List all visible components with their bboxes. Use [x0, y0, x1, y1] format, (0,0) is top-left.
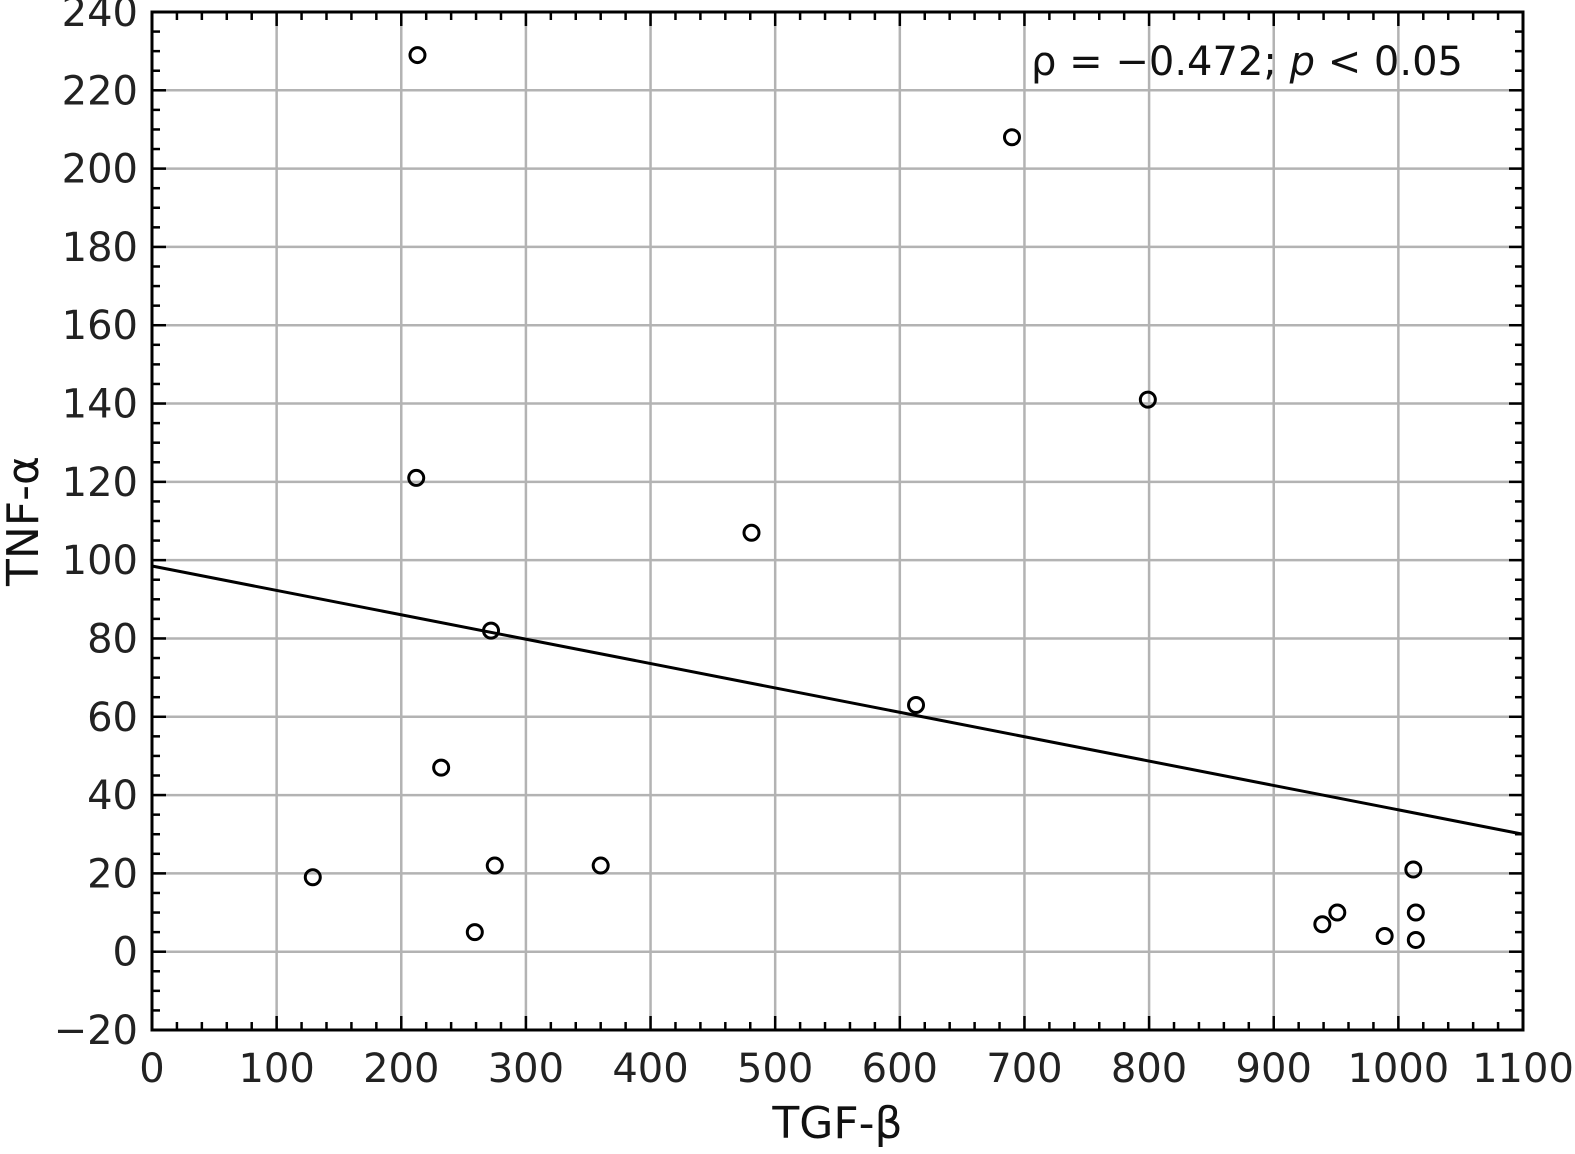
data-point	[1138, 390, 1157, 409]
y-tick-label: 40	[87, 773, 138, 819]
data-point	[1002, 128, 1021, 147]
data-point	[1406, 903, 1425, 922]
data-point	[482, 621, 501, 640]
x-tick-label: 100	[238, 1046, 314, 1092]
y-tick-label: 160	[62, 303, 138, 349]
data-point	[303, 868, 322, 887]
y-axis-title: TNF-α	[0, 456, 49, 587]
x-tick-label: 800	[1111, 1046, 1187, 1092]
data-point	[1404, 860, 1423, 879]
y-tick-label: 180	[62, 225, 138, 271]
data-point	[1328, 903, 1347, 922]
y-tick-label: 60	[87, 695, 138, 741]
x-tick-label: 200	[363, 1046, 439, 1092]
data-point	[465, 923, 484, 942]
data-point	[742, 523, 761, 542]
data-point	[432, 758, 451, 777]
x-tick-label: 300	[488, 1046, 564, 1092]
y-tick-label: 100	[62, 538, 138, 584]
x-tick-label: 900	[1236, 1046, 1312, 1092]
x-tick-label: 1100	[1472, 1046, 1574, 1092]
y-tick-label: 80	[87, 616, 138, 662]
data-point	[485, 856, 504, 875]
y-tick-label: 240	[62, 0, 138, 36]
data-points	[303, 46, 1425, 949]
data-point	[591, 856, 610, 875]
data-point	[1375, 927, 1394, 946]
y-tick-label: −20	[54, 1008, 138, 1054]
data-point	[907, 696, 926, 715]
y-tick-label: 200	[62, 147, 138, 193]
data-point	[407, 468, 426, 487]
plot-frame	[150, 10, 1525, 1032]
regression-line-group	[151, 564, 1524, 836]
y-tick-label: 20	[87, 851, 138, 897]
y-tick-label: 120	[62, 460, 138, 506]
x-axis-title: TGF-β	[771, 1098, 902, 1149]
x-tick-label: 1000	[1347, 1046, 1449, 1092]
correlation-annotation: ρ = −0.472; p < 0.05	[1031, 39, 1463, 85]
y-tick-label: 140	[62, 382, 138, 428]
regression-line	[151, 564, 1524, 836]
y-tick-label: 220	[62, 68, 138, 114]
p-threshold-text: < 0.05	[1315, 39, 1463, 85]
x-tick-label: 600	[862, 1046, 938, 1092]
data-point	[1313, 915, 1332, 934]
rho-text: ρ = −0.472;	[1031, 39, 1290, 85]
x-tick-label: 700	[986, 1046, 1062, 1092]
data-point	[408, 46, 427, 65]
minor-ticks	[150, 10, 1525, 1032]
grid	[152, 12, 1523, 1030]
x-tick-label: 500	[737, 1046, 813, 1092]
p-symbol: p	[1289, 39, 1315, 85]
x-tick-label: 400	[612, 1046, 688, 1092]
x-tick-labels: 0 100 200 300 400 500 600 700 800 900 1000 1100	[139, 1046, 1574, 1092]
x-tick-label: 0	[139, 1046, 164, 1092]
data-point	[1406, 930, 1425, 949]
y-tick-labels: −20 0 20 40 60 80 100 120 140 160 180 200 220 240	[54, 0, 138, 1054]
y-tick-label: 0	[113, 930, 138, 976]
